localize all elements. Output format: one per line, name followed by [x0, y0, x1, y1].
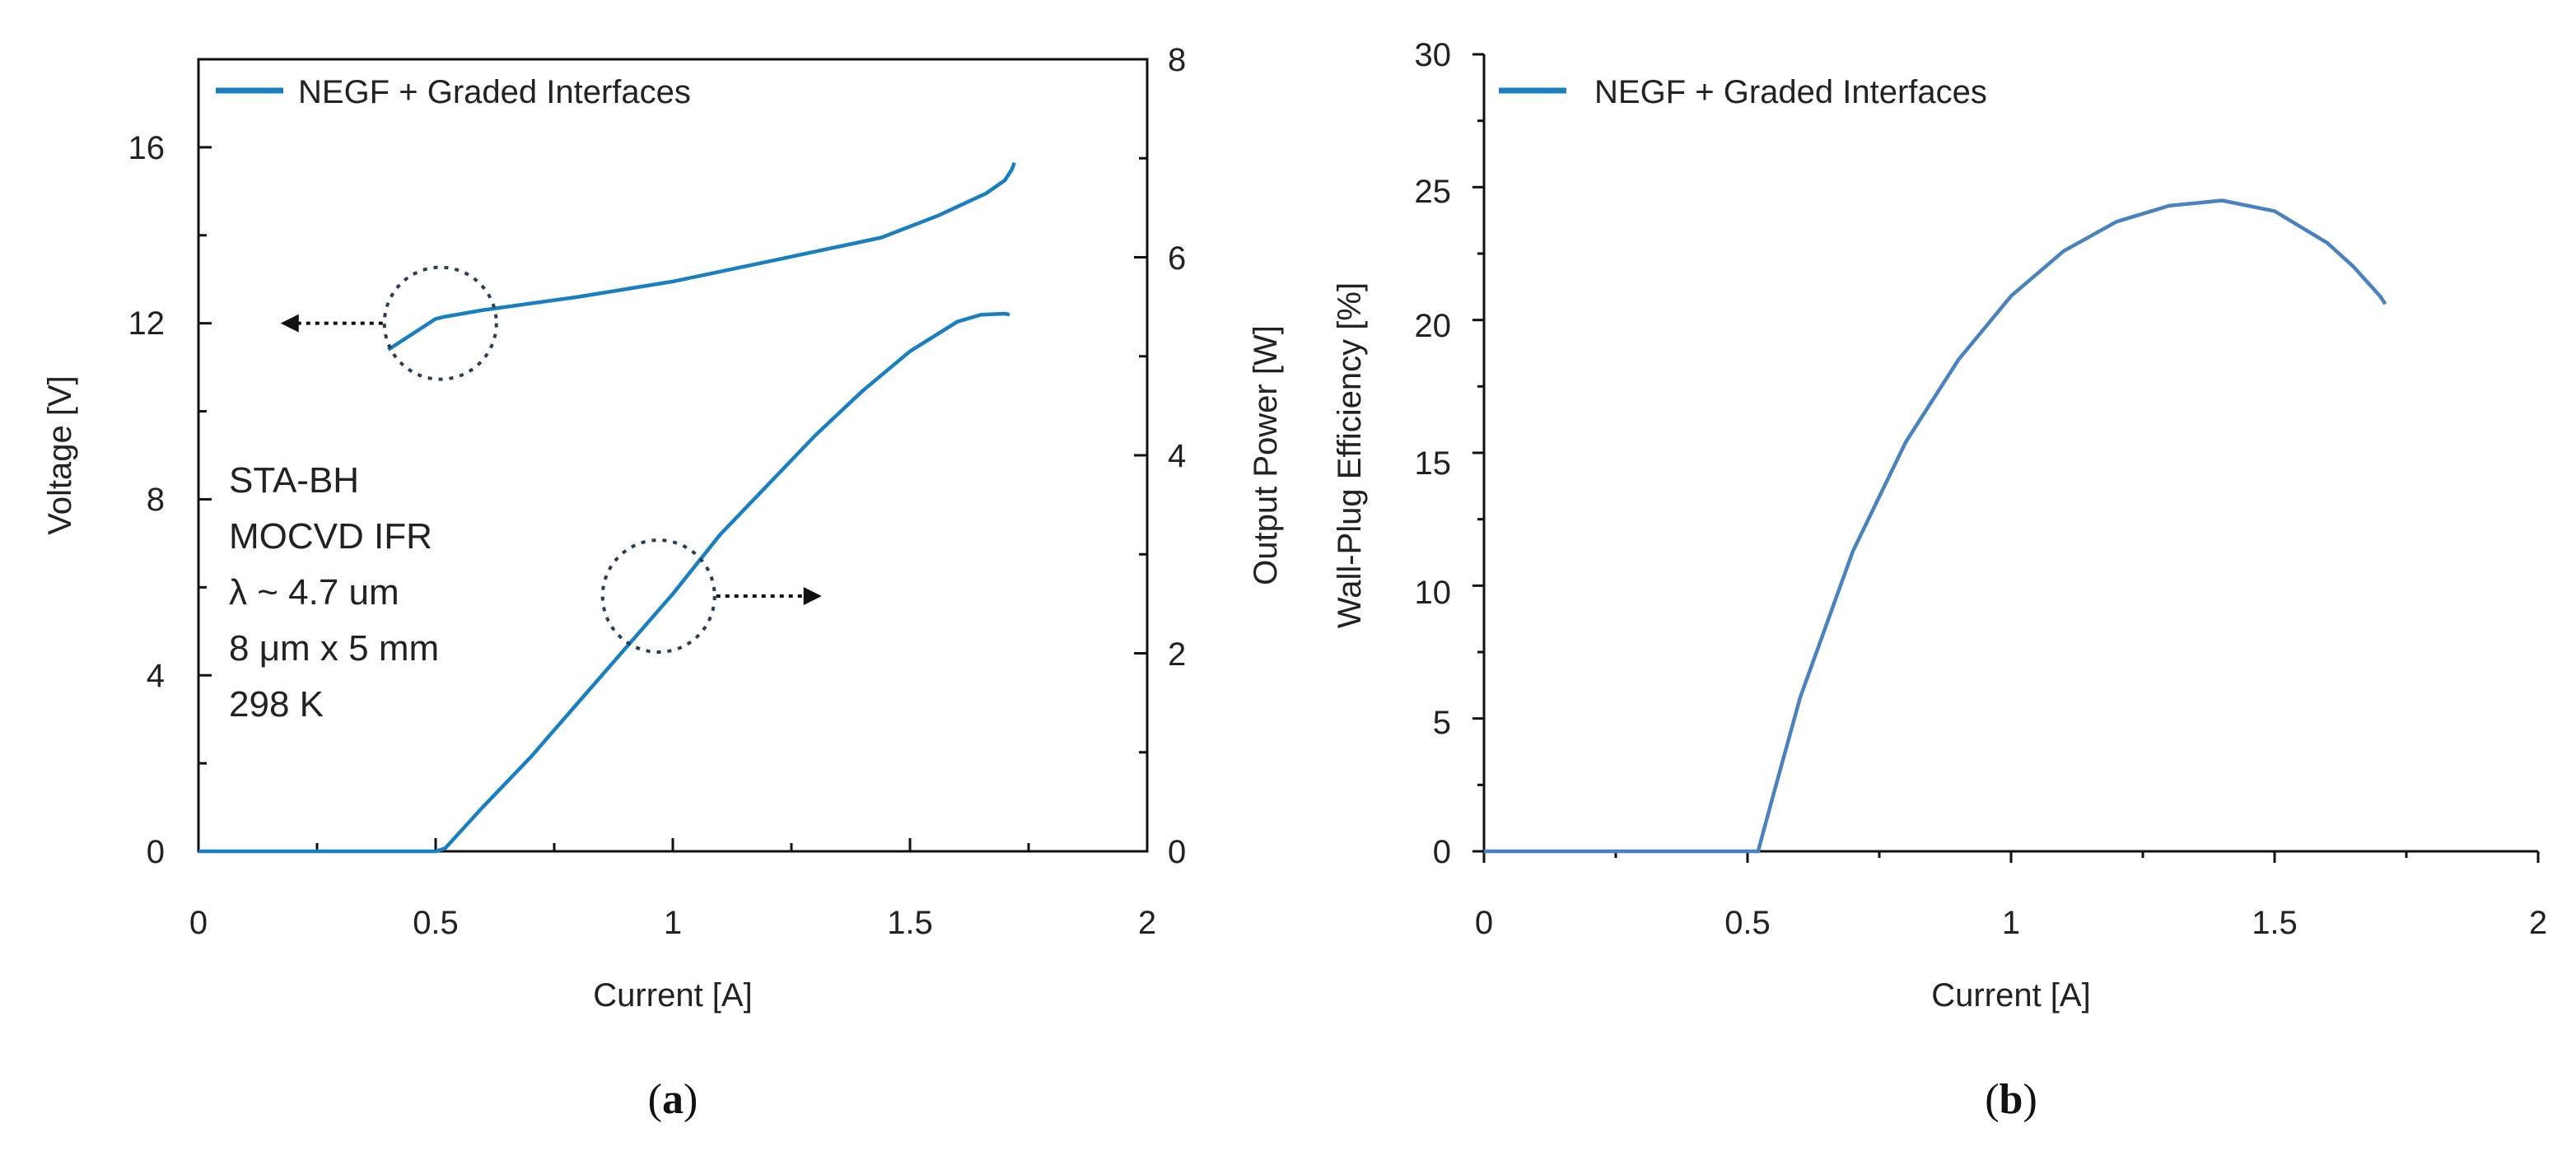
panel-b-axes: [1472, 53, 2540, 863]
annotation-line: MOCVD IFR: [229, 516, 432, 557]
panel-b-x-tick-label: 0.5: [1724, 905, 1771, 941]
panel-b-x-tick-label: 2: [2529, 905, 2547, 941]
annotation-line: λ ~ 4.7 um: [229, 572, 399, 613]
panel-a-x-tick-label: 1.5: [887, 905, 933, 941]
panel-b-x-tick-label: 1: [2002, 905, 2020, 941]
panel-a-x-ticks: [197, 838, 1149, 851]
voltage-series-line: [387, 161, 1016, 352]
annotation-line: STA-BH: [229, 460, 359, 501]
panel-a-legend-label: NEGF + Graded Interfaces: [298, 74, 691, 110]
panel-b-x-tick-label: 0: [1475, 905, 1493, 941]
power-marker-circle: [600, 538, 716, 655]
annotation-line: 8 μm x 5 mm: [229, 628, 439, 669]
panel-a-left-axis-title: Voltage [V]: [42, 375, 78, 534]
panel-b-y-tick-label: 20: [1415, 308, 1452, 344]
panel-a-left-ticks: [198, 58, 212, 853]
voltage-left-arrowhead: [280, 314, 299, 333]
panel-b-y-tick-label: 10: [1415, 575, 1452, 611]
panel-b-y-tick-label: 25: [1415, 174, 1452, 210]
panel-b: 0 5 10 15 20 25 30 0 0.5 1 1.5 2 Current…: [1332, 37, 2547, 1123]
panel-b-y-tick-label: 5: [1433, 705, 1451, 741]
panel-a-right-tick-label: 2: [1168, 636, 1186, 673]
panel-a-right-tick-label: 0: [1168, 834, 1186, 870]
power-right-arrowhead: [803, 587, 822, 606]
panel-a-y-tick-label: 0: [147, 834, 165, 870]
panel-b-y-tick-label: 30: [1415, 37, 1452, 73]
panel-a-right-axis-title: Output Power [W]: [1248, 325, 1284, 585]
panel-b-label: (b): [1985, 1076, 2037, 1123]
panel-a-right-tick-label: 6: [1168, 240, 1186, 277]
panel-a-y-tick-label: 16: [128, 130, 166, 166]
panel-b-x-axis-title: Current [A]: [1931, 977, 2090, 1014]
panel-b-x-tick-label: 1.5: [2252, 905, 2298, 941]
panel-a-x-tick-label: 0: [189, 905, 208, 941]
panel-a-y-tick-label: 12: [128, 305, 166, 342]
panel-b-y-tick-label: 0: [1433, 834, 1451, 870]
panel-a-y-tick-label: 4: [147, 658, 165, 694]
panel-a-y-tick-label: 8: [147, 482, 165, 518]
panel-a-right-tick-label: 8: [1168, 42, 1186, 78]
output-power-series-line: [198, 311, 1010, 854]
panel-b-y-tick-label: 15: [1415, 445, 1452, 482]
panel-a-x-tick-label: 2: [1138, 905, 1156, 941]
annotation-line: 298 K: [229, 684, 324, 725]
panel-a: 0 4 8 12 16 0 2 4 6 8 0 0.5 1 1.5 2 Curr…: [42, 42, 1284, 1123]
panel-a-x-axis-title: Current [A]: [593, 977, 752, 1014]
panel-b-y-axis-title: Wall-Plug Efficiency [%]: [1332, 282, 1368, 628]
voltage-marker-circle: [382, 265, 498, 381]
panel-a-label: (a): [648, 1076, 698, 1123]
panel-b-legend-label: NEGF + Graded Interfaces: [1594, 74, 1987, 110]
panel-a-right-tick-label: 4: [1168, 438, 1186, 474]
wall-plug-efficiency-series-line: [1484, 198, 2387, 854]
panel-a-right-ticks: [1134, 58, 1147, 853]
panel-a-x-tick-label: 0.5: [413, 905, 459, 941]
panel-a-x-tick-label: 1: [664, 905, 682, 941]
